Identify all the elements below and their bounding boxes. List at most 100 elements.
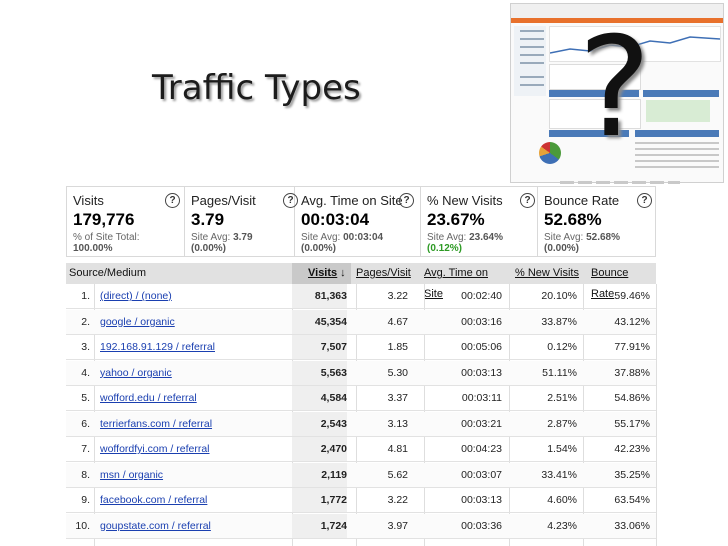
source-medium-link[interactable]: 192.168.91.129 / referral xyxy=(100,341,215,353)
pages-visit-value: 1.85 xyxy=(387,341,408,353)
source-medium-link[interactable]: yahoo / organic xyxy=(100,366,172,379)
pages-visit-value: 3.13 xyxy=(387,417,408,430)
scorecard-percent: (0.00%) xyxy=(301,243,337,254)
scorecard-new-visits: % New Visits 23.67% Site Avg: 23.64% (0.12%… xyxy=(421,187,538,256)
help-icon[interactable]: ? xyxy=(165,193,180,208)
source-medium-link[interactable]: (direct) / (none) xyxy=(100,290,172,302)
thumbnail-panel-header xyxy=(549,90,639,97)
new-visits-value: 0.12% xyxy=(547,341,577,353)
table-row: 7. woffordfyi.com / referral 2,470 4.81 00:0… xyxy=(66,437,656,462)
new-visits-value: 2.87% xyxy=(547,417,577,430)
thumbnail-panel-header xyxy=(643,90,719,97)
avg-time-value: 00:05:06 xyxy=(461,341,502,353)
new-visits-value: 33.87% xyxy=(541,315,577,328)
visits-value: 2,470 xyxy=(292,437,347,461)
new-visits-value: 33.41% xyxy=(541,468,577,481)
source-medium-link[interactable]: terrierfans.com / referral xyxy=(100,417,213,430)
column-header-label: Visits xyxy=(308,267,338,279)
thumbnail-footer xyxy=(560,181,680,184)
column-header-visits[interactable]: Visits ↓ xyxy=(292,263,351,284)
source-medium-link[interactable]: woffordfyi.com / referral xyxy=(100,443,210,455)
pages-visit-value: 3.97 xyxy=(387,519,408,532)
scorecard-row: Visits 179,776% of Site Total: 100.00%? Pa… xyxy=(66,186,656,257)
table-row: 3. 192.168.91.129 / referral 7,507 1.85 00:0… xyxy=(66,335,656,360)
thumbnail-map xyxy=(646,100,710,122)
scorecard-site-avg: Site Avg: 23.64% xyxy=(427,232,503,243)
help-icon[interactable]: ? xyxy=(399,193,414,208)
avg-time-value: 00:03:13 xyxy=(461,494,502,506)
column-header-pages-visit[interactable]: Pages/Visit xyxy=(356,267,411,279)
thumbnail-sidebar xyxy=(514,26,546,96)
visits-value: 45,354 xyxy=(292,309,347,334)
column-header-avg-time[interactable]: Avg. Time on Site xyxy=(424,267,488,300)
row-number: 9. xyxy=(81,494,90,506)
avg-time-value: 00:03:16 xyxy=(461,315,502,328)
help-icon[interactable]: ? xyxy=(283,193,298,208)
avg-time-value: 00:02:40 xyxy=(461,290,502,302)
row-number: 7. xyxy=(81,443,90,455)
scorecard-label: Bounce Rate xyxy=(544,193,620,208)
scorecard-value: 179,776 xyxy=(73,210,135,229)
bounce-rate-value: 42.23% xyxy=(614,443,650,455)
thumbnail-topbar xyxy=(511,4,723,18)
avg-time-value: 00:03:21 xyxy=(461,417,502,430)
table-row: 5. wofford.edu / referral 4,584 3.37 00:03:1… xyxy=(66,386,656,411)
new-visits-value: 20.10% xyxy=(541,290,577,302)
scorecard-percent: 100.00% xyxy=(73,243,113,254)
scorecard-visits: Visits 179,776 % of Site Total: 100.00%? xyxy=(67,187,185,256)
visits-value: 2,119 xyxy=(292,462,347,487)
help-icon[interactable]: ? xyxy=(520,193,535,208)
table-row: 9. facebook.com / referral 1,772 3.22 00:03:… xyxy=(66,488,656,513)
row-number: 1. xyxy=(81,290,90,302)
visits-value: 1,724 xyxy=(292,513,347,538)
new-visits-value: 1.54% xyxy=(547,443,577,455)
column-header-new-visits[interactable]: % New Visits xyxy=(515,267,579,279)
table-row: 8. msn / organic 2,119 5.62 00:03:07 33.41% 35… xyxy=(66,462,656,488)
source-medium-link[interactable]: wofford.edu / referral xyxy=(100,392,197,404)
table-row: 4. yahoo / organic 5,563 5.30 00:03:13 51.11%… xyxy=(66,360,656,386)
slide-title: Traffic Types xyxy=(152,68,361,108)
table-row: 2. google / organic 45,354 4.67 00:03:16 33.8… xyxy=(66,309,656,335)
column-header-source: Source/Medium xyxy=(69,267,147,279)
bounce-rate-value: 37.88% xyxy=(614,366,650,379)
thumbnail-panel-header xyxy=(635,130,719,137)
visits-value: 2,543 xyxy=(292,411,347,436)
scorecard-pages-visit: Pages/Visit 3.79 Site Avg: 3.79 (0.00%)? xyxy=(185,187,298,256)
visits-value: 1,772 xyxy=(292,488,347,512)
scorecard-value: 52.68% xyxy=(544,210,602,229)
visits-value: 4,584 xyxy=(292,386,347,410)
question-mark: ? xyxy=(578,7,652,168)
bounce-rate-value: 77.91% xyxy=(614,341,650,353)
thumbnail-panel-header xyxy=(549,130,629,137)
scorecard-percent: (0.00%) xyxy=(544,243,580,254)
bounce-rate-value: 33.06% xyxy=(614,519,650,532)
avg-time-value: 00:03:07 xyxy=(461,468,502,481)
analytics-panel: Visits 179,776% of Site Total: 100.00%? Pa… xyxy=(66,186,657,546)
visits-value: 5,563 xyxy=(292,360,347,385)
avg-time-value: 00:03:11 xyxy=(461,392,502,404)
source-medium-link[interactable]: goupstate.com / referral xyxy=(100,519,211,532)
scorecard-value: 00:03:04 xyxy=(301,210,370,229)
scorecard-avg-time: Avg. Time on Site 00:03:04 Site Avg: 00:03… xyxy=(295,187,421,256)
avg-time-value: 00:03:36 xyxy=(461,519,502,532)
scorecard-value: 23.67% xyxy=(427,210,485,229)
column-divider xyxy=(656,284,657,546)
table-row: 10. goupstate.com / referral 1,724 3.97 00:0… xyxy=(66,513,656,539)
row-number: 4. xyxy=(81,366,90,379)
avg-time-value: 00:03:13 xyxy=(461,366,502,379)
table-row: 1. (direct) / (none) 81,363 3.22 00:02:40 20.… xyxy=(66,284,656,309)
new-visits-value: 51.11% xyxy=(542,366,577,379)
scorecard-label: Avg. Time on Site xyxy=(301,193,403,208)
column-header-bounce-rate[interactable]: Bounce Rate xyxy=(591,267,629,300)
source-medium-link[interactable]: facebook.com / referral xyxy=(100,494,208,506)
row-number: 8. xyxy=(81,468,90,481)
row-number: 6. xyxy=(81,417,90,430)
help-icon[interactable]: ? xyxy=(637,193,652,208)
pages-visit-value: 5.30 xyxy=(387,366,408,379)
pages-visit-value: 3.22 xyxy=(387,290,408,302)
bounce-rate-value: 35.25% xyxy=(614,468,650,481)
pages-visit-value: 4.81 xyxy=(387,443,408,455)
pages-visit-value: 3.37 xyxy=(387,392,408,404)
source-medium-link[interactable]: msn / organic xyxy=(100,468,164,481)
source-medium-link[interactable]: google / organic xyxy=(100,315,175,328)
